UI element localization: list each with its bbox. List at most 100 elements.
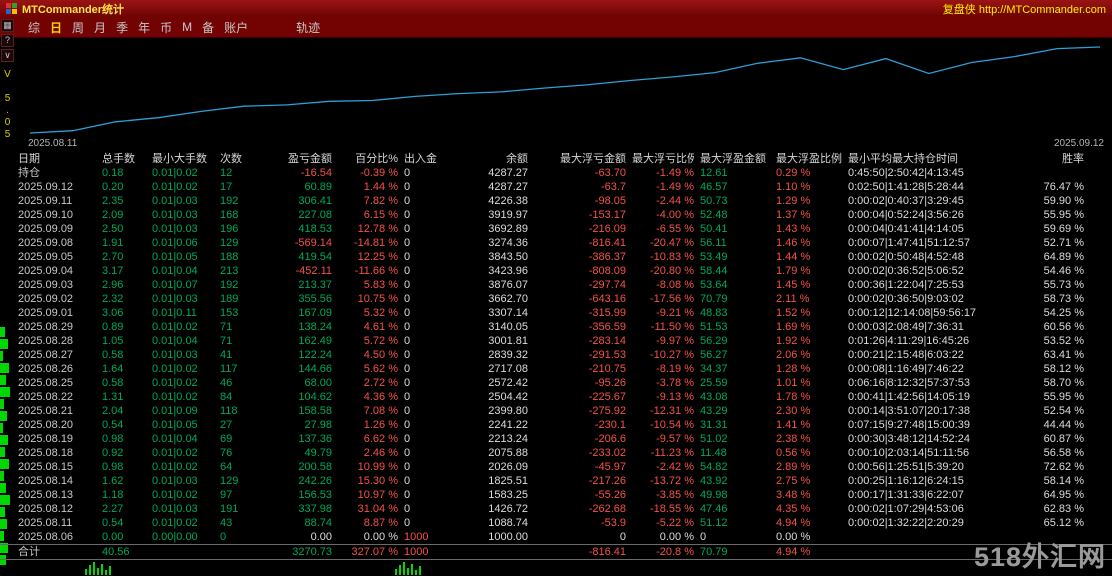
cell: 0.01|0.05 <box>152 419 198 431</box>
menu-item-5[interactable]: 年 <box>138 20 151 35</box>
table-row[interactable]: 2025.09.11 2.35 0.01|0.03 192 306.41 7.82 % 0 4… <box>0 194 1112 208</box>
column-header: 次数 <box>220 153 242 165</box>
cell: 0:00:17|1:31:33|6:22:07 <box>848 489 964 501</box>
table-row[interactable]: 2025.08.20 0.54 0.01|0.05 27 27.98 1.26 % 0 224… <box>0 418 1112 432</box>
equity-chart <box>29 46 1101 134</box>
table-row[interactable]: 2025.09.09 2.50 0.01|0.03 196 418.53 12.78 % 0… <box>0 222 1112 236</box>
table-row[interactable]: 2025.08.18 0.92 0.01|0.02 76 49.79 2.46 % 0 207… <box>0 446 1112 460</box>
table-row[interactable]: 2025.08.11 0.54 0.01|0.02 43 88.74 8.87 % 0 108… <box>0 516 1112 530</box>
table-row[interactable]: 2025.08.13 1.18 0.01|0.02 97 156.53 10.97 % 0 1… <box>0 488 1112 502</box>
cell: 1.10 % <box>776 181 811 193</box>
table-row[interactable]: 2025.08.06 0.00 0.00|0.00 0 0.00 0.00 % 1000 10… <box>0 530 1112 544</box>
cell: 52.54 % <box>1043 405 1084 417</box>
cell: 51.53 <box>700 321 728 333</box>
table-row[interactable]: 2025.08.29 0.89 0.01|0.02 71 138.24 4.61 % 0 31… <box>0 320 1112 334</box>
cell: 0 <box>404 447 411 459</box>
cell: 63.41 % <box>1043 349 1084 361</box>
cell: -3.85 % <box>656 489 694 501</box>
table-row[interactable]: 2025.08.28 1.05 0.01|0.04 71 162.49 5.72 % 0 30… <box>0 334 1112 348</box>
menu-item-10[interactable]: 轨迹 <box>296 20 321 35</box>
cell: -53.9 <box>600 517 626 529</box>
cell: 137.36 <box>298 433 332 445</box>
menu-item-0[interactable]: 综 <box>28 20 41 35</box>
menu-item-9[interactable]: 账户 <box>224 20 249 35</box>
menu-item-3[interactable]: 月 <box>94 20 107 35</box>
table-row[interactable]: 2025.09.04 3.17 0.01|0.04 213 -452.11 -11.66 … <box>0 264 1112 278</box>
activity-bars <box>0 327 10 567</box>
table-row[interactable]: 持仓 0.18 0.01|0.02 12 -16.54 -0.39 % 0 4287.27 -6… <box>0 166 1112 180</box>
column-header: 胜率 <box>1062 153 1084 165</box>
table-row[interactable]: 2025.09.10 2.09 0.01|0.03 168 227.08 6.15 % 0 3… <box>0 208 1112 222</box>
cell: 0:00:04|0:41:41|4:14:05 <box>848 223 964 235</box>
cell: -8.19 % <box>656 363 694 375</box>
cell: 3.17 <box>102 265 124 277</box>
cell: 10.75 % <box>357 293 398 305</box>
cell: 129 <box>220 475 239 487</box>
cell: 0.98 <box>102 461 124 473</box>
cell: 3843.50 <box>488 251 528 263</box>
table-row[interactable]: 2025.09.02 2.32 0.01|0.03 189 355.56 10.75 % 0… <box>0 292 1112 306</box>
cell: 2.38 % <box>776 433 811 445</box>
cell: 2.72 % <box>363 377 398 389</box>
menu-item-8[interactable]: 备 <box>202 20 215 35</box>
cell: 1000 <box>404 531 429 543</box>
cell: 0.89 <box>102 321 124 333</box>
cell: 46.57 <box>700 181 728 193</box>
cell: 2025.08.15 <box>18 461 74 473</box>
cell: 58.44 <box>700 265 728 277</box>
collapse-icon[interactable]: ∨ <box>1 49 14 62</box>
table-row[interactable]: 2025.08.12 2.27 0.01|0.03 191 337.98 31.04 % 0… <box>0 502 1112 516</box>
menu-item-4[interactable]: 季 <box>116 20 129 35</box>
table-row[interactable]: 2025.08.21 2.04 0.01|0.09 118 158.58 7.08 % 0 2… <box>0 404 1112 418</box>
cell: 0.01|0.03 <box>152 209 198 221</box>
cell: 1.64 <box>102 363 124 375</box>
cell: -808.09 <box>588 265 626 277</box>
cell: 337.98 <box>298 503 332 515</box>
cell: -55.26 <box>594 489 626 501</box>
cell: 2717.08 <box>488 363 528 375</box>
chart-tool-icon[interactable]: ▦ <box>1 19 14 32</box>
menu-item-6[interactable]: 币 <box>160 20 173 35</box>
cell: 3692.89 <box>488 223 528 235</box>
cell: 2.11 % <box>776 293 810 305</box>
cell: -17.56 % <box>649 293 694 305</box>
cell: 84 <box>220 391 233 403</box>
cell: -5.22 % <box>656 517 694 529</box>
table-row[interactable]: 2025.09.12 0.20 0.01|0.02 17 60.89 1.44 % 0 428… <box>0 180 1112 194</box>
table-row[interactable]: 2025.08.19 0.98 0.01|0.04 69 137.36 6.62 % 0 22… <box>0 432 1112 446</box>
cell: 1.46 % <box>776 237 811 249</box>
table-row[interactable]: 2025.09.05 2.70 0.01|0.05 188 419.54 12.25 % 0… <box>0 250 1112 264</box>
cell: 0:00:02|1:32:22|2:20:29 <box>848 517 964 529</box>
cell: 0 <box>404 265 411 277</box>
mini-bars-left <box>85 562 111 575</box>
cell: 191 <box>220 503 239 515</box>
table-row[interactable]: 2025.08.15 0.98 0.01|0.02 64 200.58 10.99 % 0 2… <box>0 460 1112 474</box>
cell: 1.52 % <box>776 307 811 319</box>
cell: 71 <box>220 335 233 347</box>
column-header: 日期 <box>18 153 40 165</box>
table-row[interactable]: 2025.09.03 2.96 0.01|0.07 192 213.37 5.83 % 0 3… <box>0 278 1112 292</box>
cell: 0.01|0.03 <box>152 223 198 235</box>
cell: 12.25 % <box>357 251 398 263</box>
cell: 2025.08.12 <box>18 503 74 515</box>
table-row[interactable]: 2025.09.01 3.06 0.01|0.11 153 167.09 5.32 % 0 3… <box>0 306 1112 320</box>
cell: 2.06 % <box>776 349 811 361</box>
table-row[interactable]: 2025.09.08 1.91 0.01|0.06 129 -569.14 -14.81 … <box>0 236 1112 250</box>
cell: -10.83 % <box>649 251 694 263</box>
cell: -10.27 % <box>649 349 694 361</box>
table-row[interactable]: 2025.08.14 1.62 0.01|0.03 129 242.26 15.30 % 0… <box>0 474 1112 488</box>
cell: -225.67 <box>588 391 626 403</box>
menu-item-2[interactable]: 周 <box>72 20 85 35</box>
menu-item-1[interactable]: 日 <box>50 20 63 35</box>
column-header: 余额 <box>506 153 528 165</box>
cell: 0.01|0.02 <box>152 489 198 501</box>
table-row[interactable]: 2025.08.22 1.31 0.01|0.02 84 104.62 4.36 % 0 25… <box>0 390 1112 404</box>
table-row[interactable]: 2025.08.27 0.58 0.01|0.03 41 122.24 4.50 % 0 28… <box>0 348 1112 362</box>
help-icon[interactable]: ? <box>1 34 14 47</box>
cell: 8.87 % <box>363 517 398 529</box>
table-row[interactable]: 2025.08.26 1.64 0.01|0.02 117 144.66 5.62 % 0 2… <box>0 362 1112 376</box>
table-row[interactable]: 2025.08.25 0.58 0.01|0.02 46 68.00 2.72 % 0 257… <box>0 376 1112 390</box>
cell: -297.74 <box>588 279 626 291</box>
cell: 11.48 <box>700 447 727 459</box>
menu-item-7[interactable]: M <box>182 20 193 34</box>
